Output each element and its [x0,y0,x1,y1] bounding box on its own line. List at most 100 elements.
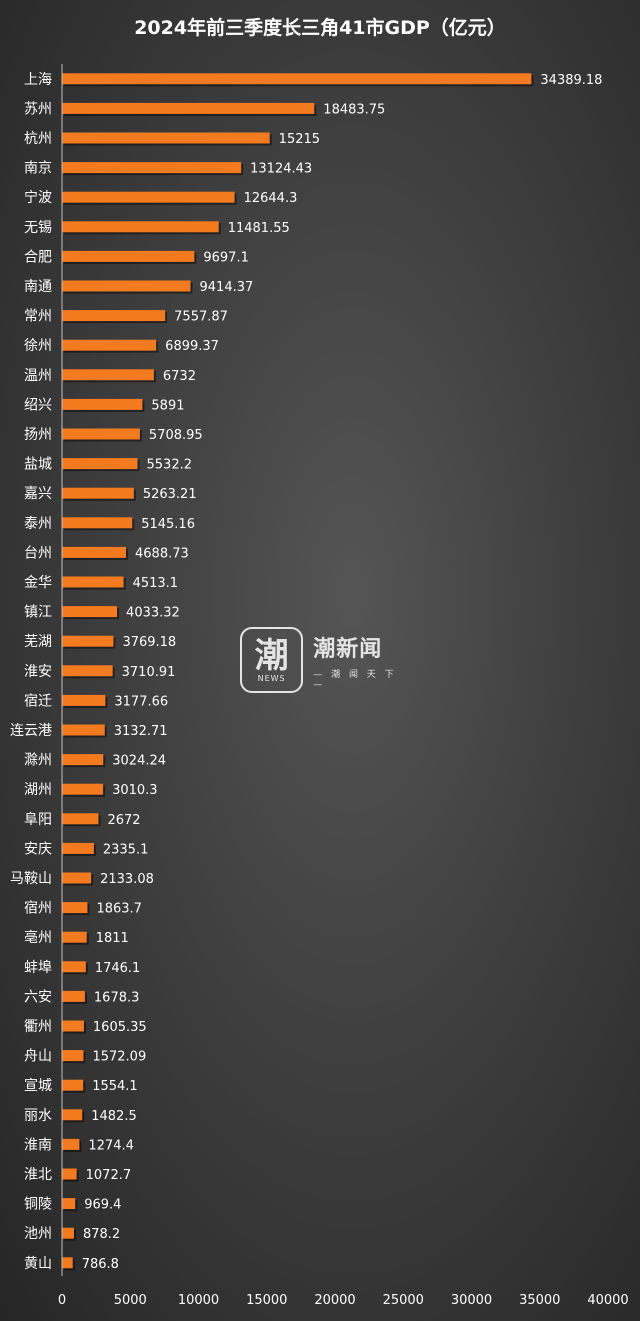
x-tick-label: 25000 [383,1293,424,1308]
brand-logo-icon: 潮 NEWS [240,627,304,693]
value-label: 2133.08 [100,872,154,887]
x-tick-label: 30000 [451,1293,492,1308]
bar [62,546,127,558]
category-label: 宿迁 [24,692,52,709]
value-label: 4033.32 [126,606,180,621]
bar [62,73,532,85]
value-label: 13124.43 [250,162,312,177]
bar [62,1020,84,1032]
category-label: 嘉兴 [24,486,52,502]
value-label: 3769.18 [122,635,176,650]
bar [62,1138,80,1150]
category-label: 蚌埠 [24,959,52,976]
bar [62,339,157,351]
bar [62,1079,84,1091]
category-label: 南京 [24,161,52,177]
value-label: 34389.18 [540,73,602,88]
value-label: 1746.1 [95,961,140,976]
logo-character: 潮 [254,635,289,676]
category-label: 温州 [24,368,52,384]
bar [62,635,114,647]
value-label: 1572.09 [92,1050,146,1065]
bar [62,369,154,381]
category-label: 宣城 [24,1078,52,1094]
value-label: 3177.66 [114,694,168,709]
category-label: 湖州 [24,782,52,798]
bar [62,606,118,618]
watermark-text: 潮新闻 — 潮 闻 天 下 — [313,631,410,690]
bar [62,102,315,114]
bar [62,1257,73,1269]
bar [62,1168,77,1180]
value-label: 3010.3 [112,783,158,798]
category-label: 六安 [24,989,52,1005]
value-label: 4688.73 [135,546,189,561]
category-label: 无锡 [24,220,52,236]
category-label: 宁波 [24,189,52,206]
category-label: 扬州 [24,427,52,443]
category-label: 芜湖 [24,633,52,650]
category-label: 徐州 [24,338,52,354]
value-label: 3710.91 [122,665,176,680]
x-tick-label: 40000 [587,1293,628,1308]
value-label: 5145.16 [141,517,195,532]
x-tick-label: 20000 [314,1293,355,1308]
category-label: 黄山 [24,1255,52,1272]
bar [62,1109,83,1121]
category-label: 南通 [24,279,52,295]
value-label: 878.2 [83,1227,120,1242]
bar [62,902,88,914]
x-tick-label: 0 [58,1293,66,1308]
value-label: 2672 [107,813,140,828]
bar [62,132,270,144]
category-label: 淮南 [24,1137,52,1153]
bar [62,724,105,736]
value-label: 18483.75 [323,102,385,117]
bars-group: 上海 34389.18 苏州 18483.75 杭州 15215 南京 13124.43 宁波 1… [10,72,602,1272]
category-label: 淮安 [24,664,52,680]
value-label: 12644.3 [244,191,298,206]
value-label: 9697.1 [203,250,249,265]
bar [62,813,99,825]
value-label: 1863.7 [96,902,142,917]
x-tick-label: 5000 [114,1293,147,1308]
bar [62,398,143,410]
category-label: 上海 [24,72,52,88]
bar [62,250,195,262]
category-label: 绍兴 [24,397,52,413]
category-label: 衢州 [24,1018,52,1035]
bar [62,1050,84,1062]
bar [62,931,87,943]
value-label: 5891 [151,398,184,413]
category-label: 舟山 [24,1049,52,1065]
value-label: 5532.2 [147,458,193,473]
bar [62,487,134,499]
watermark: 潮 NEWS 潮新闻 — 潮 闻 天 下 — [240,626,410,694]
logo-subtext: NEWS [257,673,286,683]
category-label: 马鞍山 [10,871,52,887]
watermark-brand: 潮新闻 [313,636,383,662]
value-label: 1072.7 [86,1168,132,1183]
bar [62,694,106,706]
category-label: 台州 [24,545,52,561]
bar [62,310,166,322]
category-label: 铜陵 [24,1197,52,1213]
value-label: 5708.95 [149,428,203,443]
category-label: 常州 [24,309,52,325]
bar [62,576,124,588]
value-label: 6899.37 [165,339,219,354]
category-label: 淮北 [24,1167,52,1183]
x-tick-label: 10000 [178,1293,219,1308]
value-label: 15215 [279,132,320,147]
category-label: 滁州 [24,753,52,769]
value-label: 1678.3 [94,990,140,1005]
bar [62,665,113,677]
x-axis-ticks: 0 5000 10000 15000 20000 25000 30000 35000 40000 [58,1293,629,1308]
value-label: 1554.1 [92,1079,138,1094]
bar [62,280,191,292]
category-label: 泰州 [24,516,52,532]
category-label: 宿州 [24,900,52,917]
value-label: 3132.71 [114,724,168,739]
x-tick-label: 15000 [246,1293,287,1308]
value-label: 1274.4 [88,1138,134,1153]
